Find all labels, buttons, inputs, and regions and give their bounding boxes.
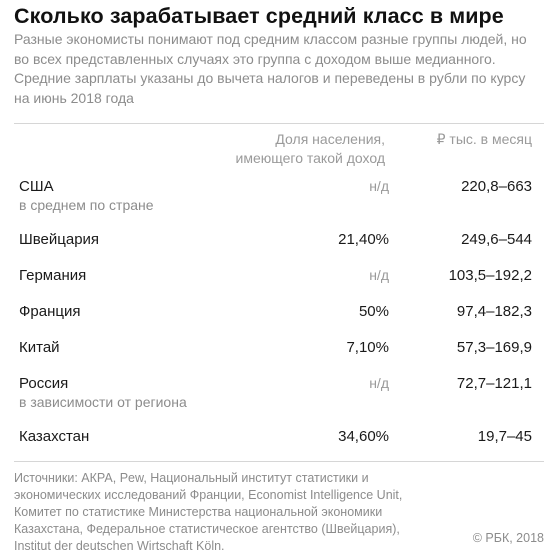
sources-note: Источники: АКРА, Pew, Национальный инсти…	[14, 471, 403, 553]
column-header-share: Доля населения, имеющего такой доход	[165, 130, 385, 168]
row-note: в зависимости от региона	[19, 394, 187, 410]
table-row: Казахстан 34,60% 19,7–45	[14, 428, 544, 468]
row-income-range: 220,8–663	[461, 178, 532, 195]
row-share: 34,60%	[338, 428, 389, 445]
table-row: Франция 50% 97,4–182,3	[14, 303, 544, 343]
chart-title: Сколько зарабатывает средний класс в мир…	[14, 4, 504, 28]
row-country: Россия	[19, 375, 69, 392]
column-header-share-line2: имеющего такой доход	[235, 150, 385, 166]
row-note: в среднем по стране	[19, 197, 154, 213]
top-divider	[14, 123, 544, 124]
row-income-range: 57,3–169,9	[456, 339, 532, 356]
row-share: 7,10%	[346, 339, 389, 356]
column-header-share-line1: Доля населения,	[275, 131, 385, 147]
row-country: Казахстан	[19, 428, 90, 445]
row-country: Швейцария	[19, 231, 100, 248]
row-income-range: 249,6–544	[461, 231, 532, 248]
row-share: 21,40%	[338, 231, 389, 248]
table-row: США в среднем по стране н/д 220,8–663	[14, 178, 544, 218]
row-share: н/д	[369, 178, 389, 194]
table-row: Россия в зависимости от региона н/д 72,7–12…	[14, 375, 544, 415]
table-row: Германия н/д 103,5–192,2	[14, 267, 544, 307]
row-share: н/д	[369, 267, 389, 283]
row-country: США	[19, 178, 54, 195]
chart-subtitle: Разные экономисты понимают под средним к…	[14, 31, 527, 106]
row-share: 50%	[358, 303, 389, 320]
row-share: н/д	[369, 375, 389, 391]
bottom-divider	[14, 461, 544, 462]
row-country: Германия	[19, 267, 87, 284]
row-country: Франция	[19, 303, 81, 320]
table-row: Швейцария 21,40% 249,6–544	[14, 231, 544, 271]
row-income-range: 72,7–121,1	[456, 375, 532, 392]
row-income-range: 97,4–182,3	[456, 303, 532, 320]
row-income-range: 103,5–192,2	[448, 267, 532, 284]
copyright: © РБК, 2018	[472, 531, 544, 545]
row-income-range: 19,7–45	[477, 428, 532, 445]
table-row: Китай 7,10% 57,3–169,9	[14, 339, 544, 379]
column-header-income: ₽ тыс. в месяц	[436, 131, 532, 147]
row-country: Китай	[19, 339, 60, 356]
